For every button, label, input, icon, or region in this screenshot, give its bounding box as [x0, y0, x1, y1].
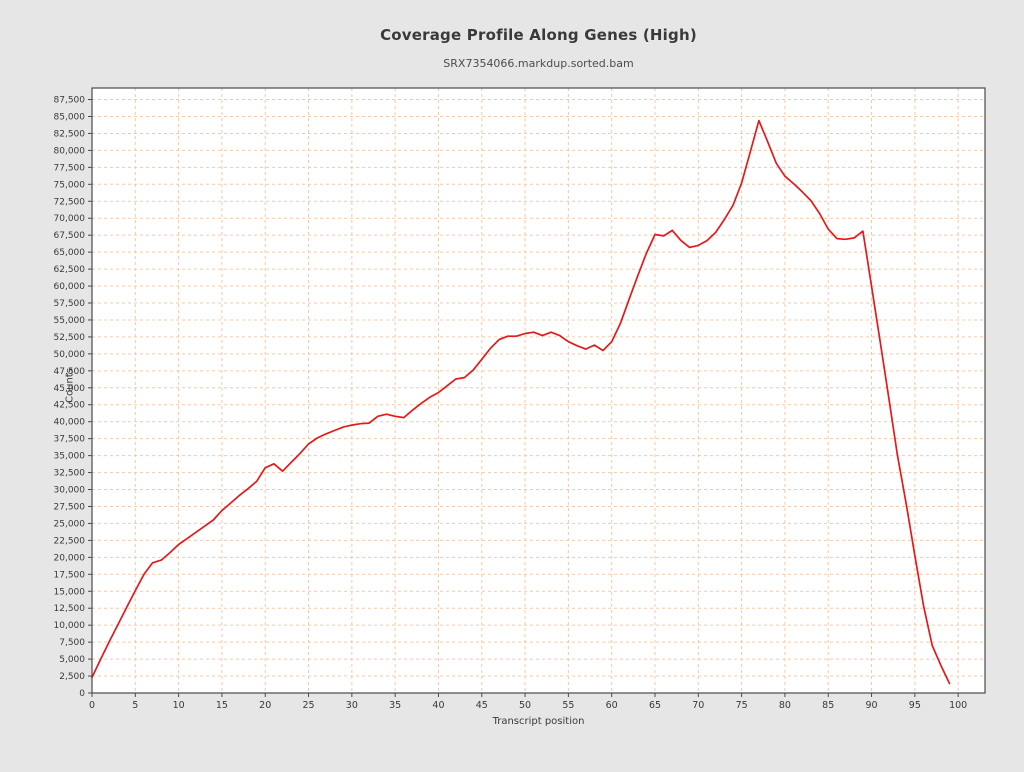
y-tick-label: 47,500 — [54, 367, 86, 377]
y-tick-label: 75,000 — [54, 180, 86, 190]
y-tick-label: 7,500 — [59, 638, 85, 648]
x-tick-label: 40 — [432, 700, 444, 711]
x-tick-label: 30 — [346, 700, 358, 711]
x-tick-label: 15 — [216, 700, 228, 711]
x-tick-label: 0 — [89, 700, 95, 711]
x-tick-label: 10 — [173, 700, 185, 711]
y-tick-label: 37,500 — [54, 435, 86, 445]
x-tick-label: 95 — [909, 700, 921, 711]
x-tick-label: 80 — [779, 700, 791, 711]
x-tick-label: 75 — [736, 700, 748, 711]
x-tick-label: 50 — [519, 700, 531, 711]
y-tick-label: 0 — [79, 689, 85, 699]
plot-area — [92, 88, 985, 693]
y-tick-label: 72,500 — [54, 197, 86, 207]
y-tick-label: 65,000 — [54, 248, 86, 258]
chart-title: Coverage Profile Along Genes (High) — [380, 26, 697, 44]
y-tick-label: 22,500 — [54, 536, 86, 546]
y-tick-label: 45,000 — [54, 384, 86, 394]
y-tick-label: 12,500 — [54, 604, 86, 614]
y-tick-label: 70,000 — [54, 214, 86, 224]
x-tick-label: 20 — [259, 700, 271, 711]
y-tick-label: 17,500 — [54, 570, 86, 580]
y-tick-label: 32,500 — [54, 469, 86, 479]
x-axis-label: Transcript position — [492, 716, 585, 727]
y-tick-label: 30,000 — [54, 486, 86, 496]
y-axis-label: Counts — [64, 368, 76, 403]
axis-ticks — [88, 99, 959, 697]
x-tick-label: 5 — [132, 700, 138, 711]
y-tick-label: 5,000 — [59, 655, 85, 665]
y-tick-label: 57,500 — [54, 299, 86, 309]
y-tick-label: 27,500 — [54, 502, 86, 512]
x-tick-label: 70 — [692, 700, 704, 711]
x-tick-label: 90 — [865, 700, 877, 711]
x-tick-label: 45 — [476, 700, 488, 711]
x-tick-label: 35 — [389, 700, 401, 711]
gridlines — [92, 88, 985, 693]
x-tick-label: 25 — [302, 700, 314, 711]
y-tick-label: 67,500 — [54, 231, 86, 241]
y-tick-label: 85,000 — [54, 112, 86, 122]
y-tick-label: 42,500 — [54, 401, 86, 411]
y-tick-label: 82,500 — [54, 129, 86, 139]
chart-subtitle: SRX7354066.markdup.sorted.bam — [443, 57, 634, 70]
y-tick-label: 10,000 — [54, 621, 86, 631]
x-tick-label: 100 — [949, 700, 967, 711]
y-tick-label: 15,000 — [54, 587, 86, 597]
coverage-line — [91, 119, 951, 685]
y-tick-label: 87,500 — [54, 96, 86, 106]
x-tick-label: 65 — [649, 700, 661, 711]
y-tick-label: 77,500 — [54, 163, 86, 173]
y-tick-label: 80,000 — [54, 146, 86, 156]
axis-tick-labels: 0 5 10 15 20 25 30 35 40 45 50 55 60 65 70 75 80 85 90 95 10… — [54, 96, 968, 711]
y-tick-label: 60,000 — [54, 282, 86, 292]
y-tick-label: 25,000 — [54, 519, 86, 529]
x-tick-label: 85 — [822, 700, 834, 711]
y-tick-label: 20,000 — [54, 553, 86, 563]
y-tick-label: 2,500 — [59, 672, 85, 682]
plot-border — [91, 87, 986, 694]
y-tick-label: 35,000 — [54, 452, 86, 462]
y-tick-label: 50,000 — [54, 350, 86, 360]
y-tick-label: 40,000 — [54, 418, 86, 428]
x-tick-label: 60 — [606, 700, 618, 711]
y-tick-label: 62,500 — [54, 265, 86, 275]
x-tick-label: 55 — [562, 700, 574, 711]
y-tick-label: 55,000 — [54, 316, 86, 326]
y-tick-label: 52,500 — [54, 333, 86, 343]
